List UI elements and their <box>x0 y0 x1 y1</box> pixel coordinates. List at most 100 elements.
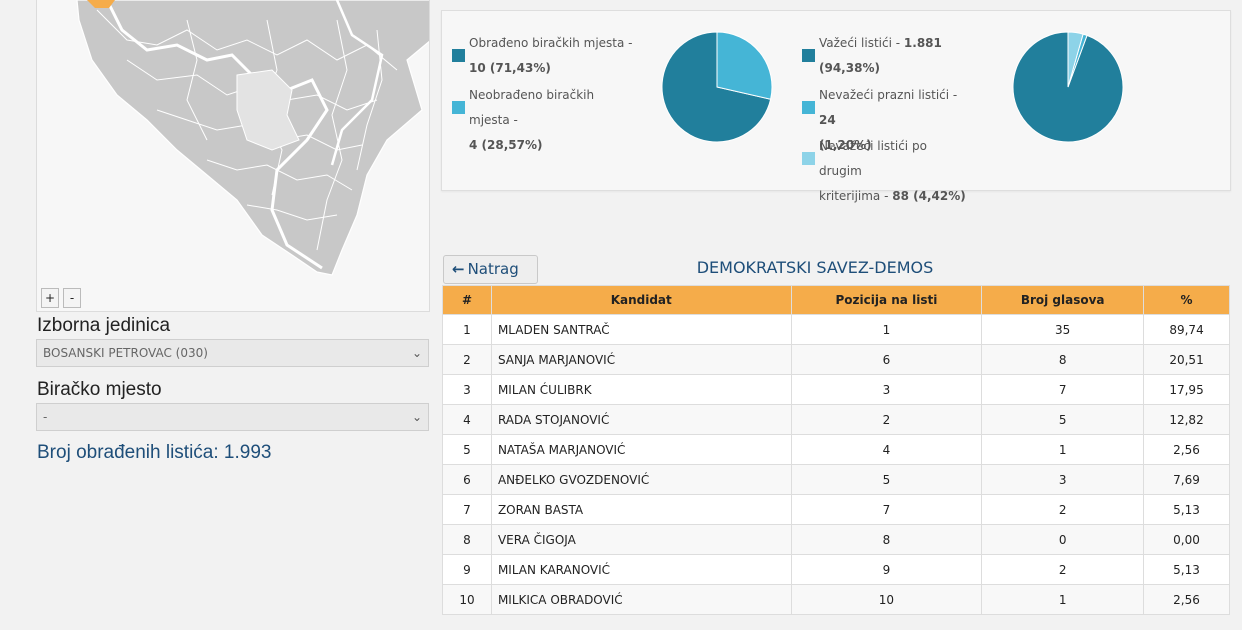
chevron-down-icon: ⌄ <box>411 410 422 424</box>
legend-label: Obrađeno biračkih mjesta - <box>469 36 633 50</box>
legend-label: Nevažeći listići po drugim <box>819 139 927 178</box>
legend-label: Neobrađeno biračkih mjesta - <box>469 88 595 127</box>
vote-count: 35 <box>981 314 1145 345</box>
candidates-table: # Kandidat Pozicija na listi Broj glasov… <box>442 285 1230 615</box>
candidate-name: VERA ČIGOJA <box>490 524 792 555</box>
col-header-position[interactable]: Pozicija na listi <box>790 285 983 315</box>
polling-station-label: Biračko mjesto <box>37 379 162 400</box>
list-position: 1 <box>790 314 983 345</box>
vote-count: 7 <box>981 374 1145 405</box>
row-number: 7 <box>442 494 492 525</box>
candidate-name: ANĐELKO GVOZDENOVIĆ <box>490 464 792 495</box>
list-position: 8 <box>790 524 983 555</box>
table-row: 7 ZORAN BASTA 7 2 5,13 <box>442 494 1230 525</box>
vote-percent: 2,56 <box>1143 584 1230 615</box>
table-row: 9 MILAN KARANOVIĆ 9 2 5,13 <box>442 554 1230 585</box>
vote-percent: 5,13 <box>1143 494 1230 525</box>
candidate-name: SANJA MARJANOVIĆ <box>490 344 792 375</box>
legend-value: 1.881 <box>903 36 942 50</box>
candidate-name: NATAŠA MARJANOVIĆ <box>490 434 792 465</box>
legend-value: 88 (4,42%) <box>892 189 966 203</box>
back-button[interactable]: ← Natrag <box>443 255 538 284</box>
vote-percent: 5,13 <box>1143 554 1230 585</box>
legend-label-cont: kriterijima - <box>819 189 893 203</box>
processed-pie-slice <box>661 31 772 143</box>
chevron-down-icon: ⌄ <box>411 346 422 360</box>
table-row: 8 VERA ČIGOJA 8 0 0,00 <box>442 524 1230 555</box>
candidate-name: MILAN KARANOVIĆ <box>490 554 792 585</box>
candidate-name: MLADEN SANTRAČ <box>490 314 792 345</box>
list-position: 5 <box>790 464 983 495</box>
table-header-row: # Kandidat Pozicija na listi Broj glasov… <box>442 285 1230 315</box>
vote-percent: 12,82 <box>1143 404 1230 435</box>
list-position: 9 <box>790 554 983 585</box>
legend-swatch <box>452 49 465 62</box>
vote-count: 2 <box>981 554 1145 585</box>
legend-invalid-empty: Nevažeći prazni listići - 24 (1,20%) <box>802 83 972 158</box>
legend-unprocessed: Neobrađeno biračkih mjesta - 4 (28,57%) <box>452 83 637 158</box>
legend-valid-ballots: Važeći listići - 1.881 (94,38%) <box>802 31 972 81</box>
vote-count: 1 <box>981 584 1145 615</box>
legend-swatch <box>802 101 815 114</box>
table-row: 5 NATAŠA MARJANOVIĆ 4 1 2,56 <box>442 434 1230 465</box>
list-position: 4 <box>790 434 983 465</box>
col-header-votes[interactable]: Broj glasova <box>981 285 1145 315</box>
col-header-percent[interactable]: % <box>1143 285 1230 315</box>
stats-panel: Obrađeno biračkih mjesta - 10 (71,43%) N… <box>441 10 1231 203</box>
list-position: 7 <box>790 494 983 525</box>
table-row: 2 SANJA MARJANOVIĆ 6 8 20,51 <box>442 344 1230 375</box>
municipality-map[interactable] <box>37 0 430 312</box>
row-number: 3 <box>442 374 492 405</box>
constituency-select[interactable]: BOSANSKI PETROVAC (030) ⌄ <box>36 339 429 367</box>
candidate-name: MILKICA OBRADOVIĆ <box>490 584 792 615</box>
list-position: 3 <box>790 374 983 405</box>
row-number: 8 <box>442 524 492 555</box>
polling-station-select-value: - <box>43 410 48 424</box>
zoom-in-button[interactable]: + <box>41 288 59 308</box>
row-number: 4 <box>442 404 492 435</box>
ballots-pie-chart <box>1012 31 1124 143</box>
legend-swatch <box>802 152 815 165</box>
legend-label: Važeći listići - <box>819 36 904 50</box>
row-number: 2 <box>442 344 492 375</box>
legend-value: 4 (28,57%) <box>469 138 543 152</box>
candidate-name: ZORAN BASTA <box>490 494 792 525</box>
legend-percent: (1,20%) <box>819 138 872 152</box>
vote-count: 2 <box>981 494 1145 525</box>
constituency-label: Izborna jedinica <box>37 315 171 336</box>
vote-percent: 17,95 <box>1143 374 1230 405</box>
vote-percent: 89,74 <box>1143 314 1230 345</box>
row-number: 1 <box>442 314 492 345</box>
legend-value: 10 (71,43%) <box>469 61 551 75</box>
candidate-name: RADA STOJANOVIĆ <box>490 404 792 435</box>
list-position: 6 <box>790 344 983 375</box>
candidate-name: MILAN ĆULIBRK <box>490 374 792 405</box>
map-panel[interactable]: + - <box>36 0 430 312</box>
table-row: 10 MILKICA OBRADOVIĆ 10 1 2,56 <box>442 584 1230 615</box>
polling-station-select[interactable]: - ⌄ <box>36 403 429 431</box>
table-row: 6 ANĐELKO GVOZDENOVIĆ 5 3 7,69 <box>442 464 1230 495</box>
vote-percent: 2,56 <box>1143 434 1230 465</box>
legend-swatch <box>452 101 465 114</box>
legend-processed: Obrađeno biračkih mjesta - 10 (71,43%) <box>452 31 637 81</box>
row-number: 9 <box>442 554 492 585</box>
table-row: 4 RADA STOJANOVIĆ 2 5 12,82 <box>442 404 1230 435</box>
vote-percent: 20,51 <box>1143 344 1230 375</box>
list-position: 2 <box>790 404 983 435</box>
party-title: DEMOKRATSKI SAVEZ-DEMOS <box>696 258 934 277</box>
row-number: 10 <box>442 584 492 615</box>
table-row: 3 MILAN ĆULIBRK 3 7 17,95 <box>442 374 1230 405</box>
vote-count: 8 <box>981 344 1145 375</box>
legend-percent: (94,38%) <box>819 61 880 75</box>
processed-pie-slice <box>716 31 773 100</box>
row-number: 6 <box>442 464 492 495</box>
legend-invalid-other: Nevažeći listići po drugim kriterijima - … <box>802 134 972 209</box>
legend-label: Nevažeći prazni listići - <box>819 88 958 102</box>
vote-count: 5 <box>981 404 1145 435</box>
zoom-out-button[interactable]: - <box>63 288 81 308</box>
vote-count: 3 <box>981 464 1145 495</box>
col-header-number[interactable]: # <box>442 285 492 315</box>
list-position: 10 <box>790 584 983 615</box>
legend-swatch <box>802 49 815 62</box>
col-header-candidate[interactable]: Kandidat <box>490 285 792 315</box>
